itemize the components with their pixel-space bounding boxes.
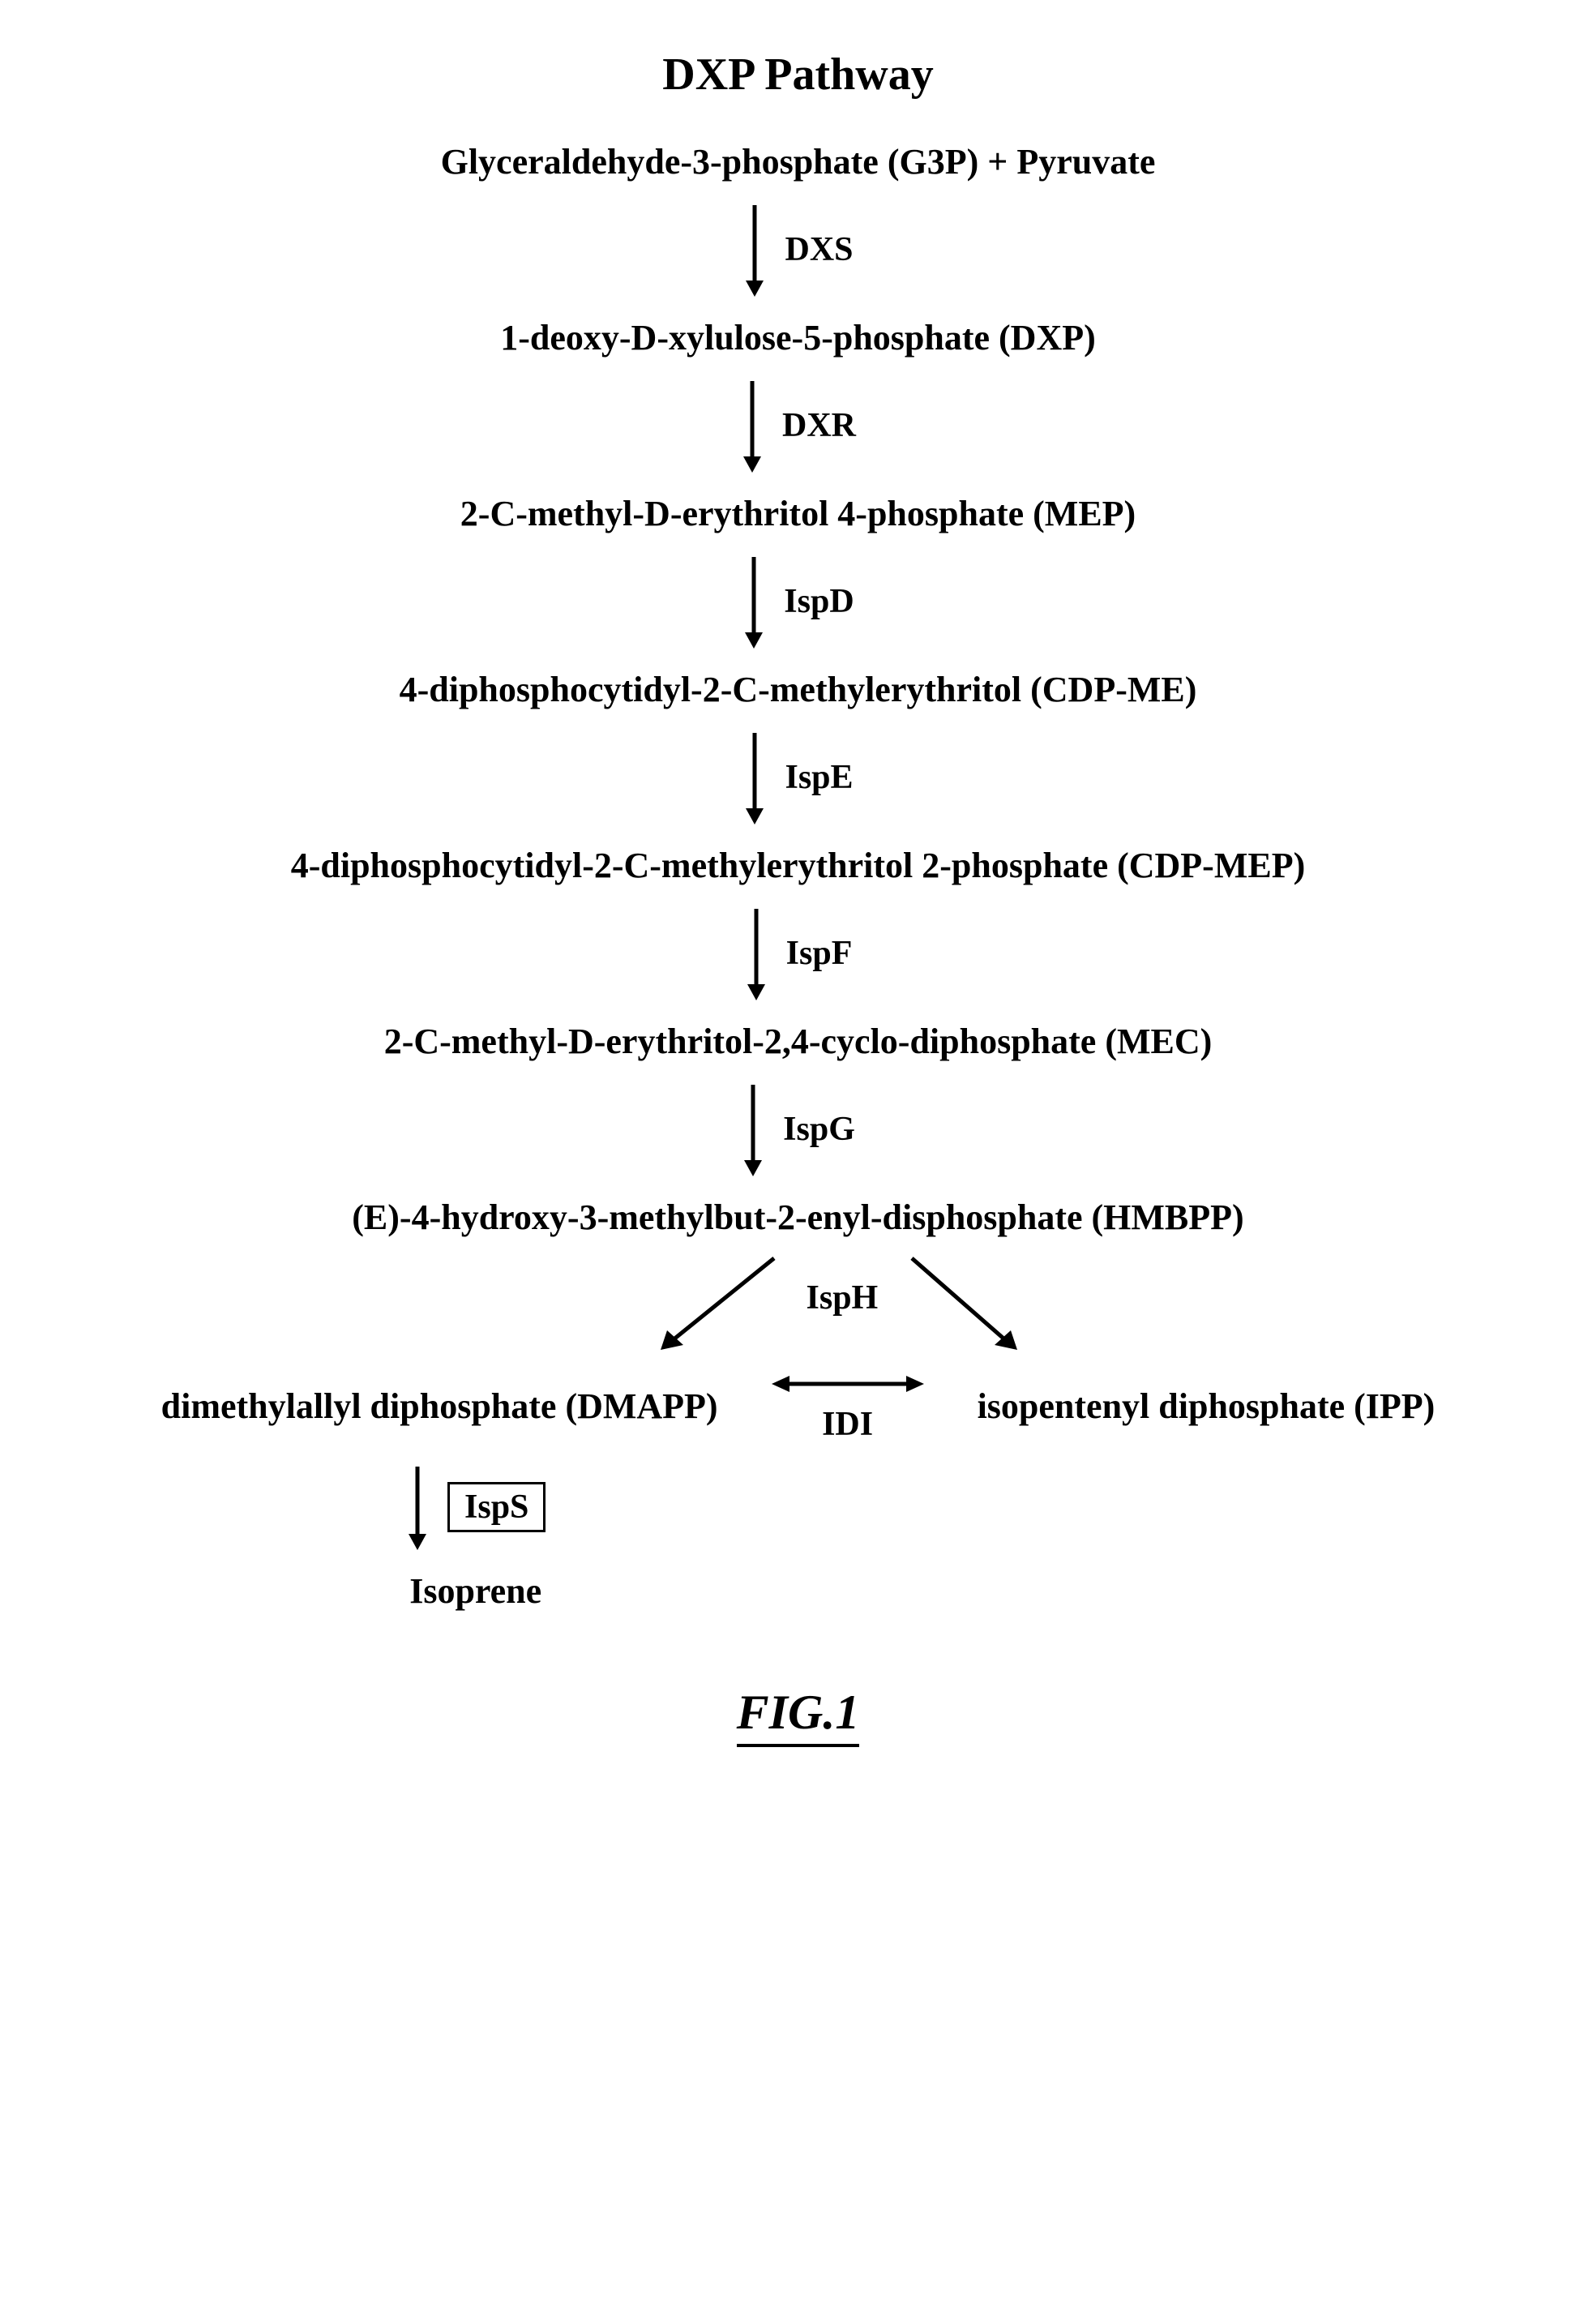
split-enzyme: IspH (807, 1278, 879, 1317)
compound-3: 4-diphosphocytidyl-2-C-methylerythritol … (400, 669, 1197, 710)
arrow-step-0: DXS (742, 197, 853, 302)
enzyme-5: IspG (783, 1110, 855, 1149)
enzyme-3: IspE (785, 758, 853, 797)
down-arrow-icon (742, 553, 766, 650)
split-products-row: dimethylallyl diphosphate (DMAPP) IDI is… (32, 1368, 1564, 1444)
down-arrow-icon (742, 201, 767, 298)
compound-6: (E)-4-hydroxy-3-methylbut-2-enyl-disphos… (352, 1197, 1243, 1238)
enzyme-4: IspF (786, 934, 853, 973)
down-arrow-icon (405, 1463, 430, 1552)
product-left: dimethylallyl diphosphate (DMAPP) (161, 1386, 718, 1427)
down-arrow-icon (742, 729, 767, 826)
enzyme-1: DXR (782, 406, 856, 445)
down-arrow-icon (741, 1081, 765, 1178)
split-arrows-block: IspH (32, 1246, 1564, 1368)
interconvert-block: IDI (767, 1368, 929, 1444)
final-product: Isoprene (409, 1570, 541, 1612)
dxp-pathway-diagram: DXP Pathway Glyceraldehyde-3-phosphate (… (32, 49, 1564, 1747)
final-enzyme: IspS (447, 1482, 546, 1532)
double-arrow-icon (767, 1368, 929, 1400)
product-right: isopentenyl diphosphate (IPP) (978, 1386, 1436, 1427)
split-arrow-icon (507, 1246, 1090, 1368)
compound-4: 4-diphosphocytidyl-2-C-methylerythritol … (291, 845, 1306, 886)
down-arrow-icon (740, 377, 764, 474)
enzyme-2: IspD (784, 582, 854, 621)
down-arrow-icon (744, 905, 768, 1002)
interconvert-enzyme: IDI (822, 1405, 873, 1444)
enzyme-0: DXS (785, 230, 853, 269)
arrow-step-5: IspG (741, 1077, 855, 1182)
pathway-title: DXP Pathway (662, 49, 933, 101)
figure-label: FIG.1 (737, 1685, 860, 1747)
compound-0: Glyceraldehyde-3-phosphate (G3P) + Pyruv… (441, 141, 1156, 182)
arrow-step-1: DXR (740, 373, 856, 478)
arrow-step-2: IspD (742, 549, 854, 654)
compound-5: 2-C-methyl-D-erythritol-2,4-cyclo-diphos… (384, 1021, 1213, 1062)
compound-2: 2-C-methyl-D-erythritol 4-phosphate (MEP… (460, 493, 1136, 534)
compound-1: 1-deoxy-D-xylulose-5-phosphate (DXP) (500, 317, 1096, 358)
arrow-step-3: IspE (742, 725, 853, 830)
final-branch: IspS Isoprene (32, 1452, 1564, 1620)
arrow-step-4: IspF (744, 901, 853, 1006)
